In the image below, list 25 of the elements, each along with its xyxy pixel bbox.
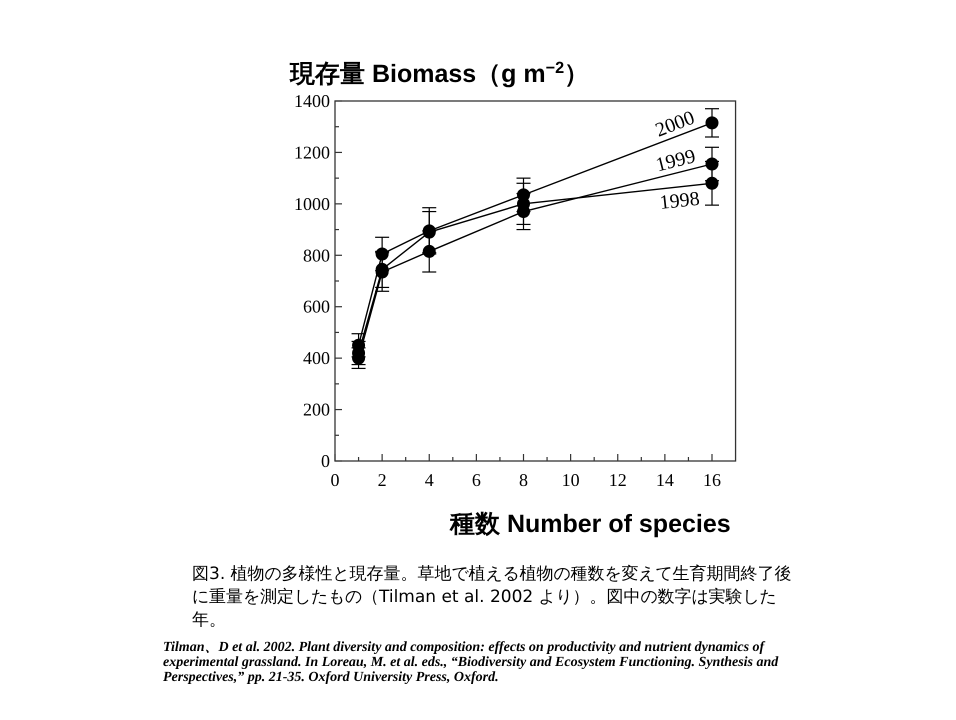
y-tick-label: 400 [303,348,330,368]
x-tick-label: 14 [656,470,674,490]
text: 1999 [654,145,698,176]
y-tick-label: 1400 [294,91,330,111]
y-tick-label: 800 [303,245,330,266]
point [706,116,718,130]
y-tick-label: 600 [303,296,330,317]
text: Tilman、D et al. 2002. Plant diversity and composition: effects on productivity and nutrient dynamics of experimental grassland. In Loreau, M. et al. eds., “Biodiversity and Ecosystem Functioning. Synthesis and Perspectives,” pp. 21-35. Oxford University Press, Oxford. [163,640,780,685]
y-tick-label: 1000 [294,194,330,214]
y-axis-title: 現存量 Biomass（g m$^{−2}$） [289,59,590,88]
x-tick-label: 6 [472,470,481,490]
y-tick-label: 0 [321,451,330,471]
y-tick-label: 1200 [294,142,330,162]
x-tick-label: 8 [519,470,528,490]
x-tick-label: 10 [562,470,580,490]
point [706,176,718,190]
caption: 図3. 植物の多様性と現存量。草地で植える植物の種数を変えて生育期間終了後に重量を測定したもの（Tilman et al. 2002 より）。図中の数字は実験した年。 [192,563,792,632]
text: 1998 [658,188,701,214]
text: 2000 [652,106,698,142]
y-tick-label: 200 [303,400,330,420]
x-tick-label: 4 [424,470,434,490]
x-tick-label: 16 [703,470,721,490]
x-tick-label: 2 [378,470,387,490]
x-tick-label: 12 [608,470,627,490]
x-axis-title: 種数 Number of species [449,510,731,538]
